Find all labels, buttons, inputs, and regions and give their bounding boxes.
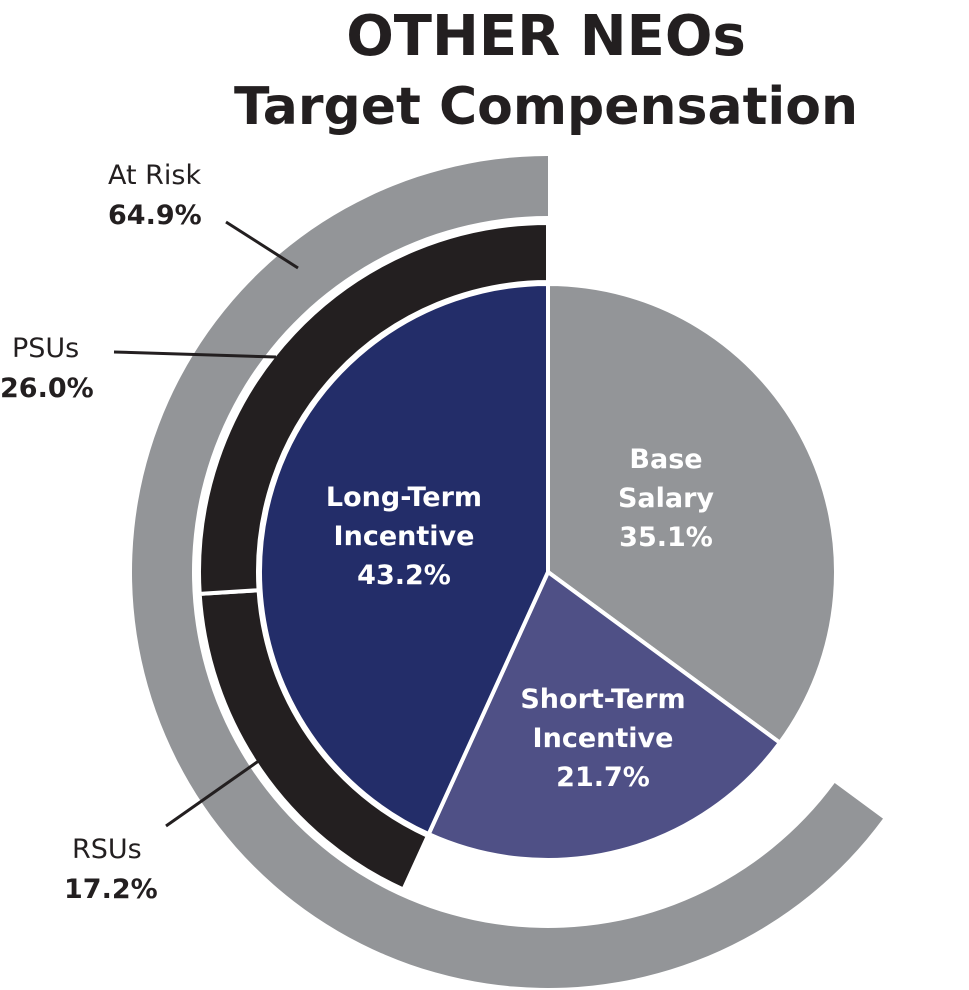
callout-psus-value: 26.0% — [0, 373, 94, 404]
callout-psus-leader — [113, 350, 277, 359]
callout-psus-label: PSUs — [12, 333, 79, 364]
callout-rsus-leader — [165, 758, 261, 828]
slice-label-sti-line2: Incentive — [533, 723, 674, 754]
slice-base-salary — [546, 281, 838, 746]
slice-long-term-incentive — [258, 281, 550, 837]
callout-rsus-label: RSUs — [72, 834, 142, 865]
callout-at-risk-value: 64.9% — [108, 200, 202, 231]
slice-label-base-salary-line1: Base — [629, 444, 702, 475]
slice-label-base-salary-line2: Salary — [618, 483, 714, 514]
slice-label-lti-line2: Incentive — [334, 521, 475, 552]
slice-value-lti: 43.2% — [357, 560, 451, 591]
slice-label-sti-line1: Short-Term — [520, 684, 685, 715]
chart-title-line2: Target Compensation — [234, 77, 858, 137]
chart-title-line1: OTHER NEOs — [346, 4, 746, 69]
slice-value-base-salary: 35.1% — [619, 522, 713, 553]
callout-at-risk-label: At Risk — [108, 160, 201, 191]
callout-at-risk-leader — [225, 220, 299, 270]
slice-value-sti: 21.7% — [556, 762, 650, 793]
slice-label-lti-line1: Long-Term — [326, 482, 482, 513]
pie-group — [258, 281, 838, 862]
callout-rsus-value: 17.2% — [64, 874, 158, 905]
